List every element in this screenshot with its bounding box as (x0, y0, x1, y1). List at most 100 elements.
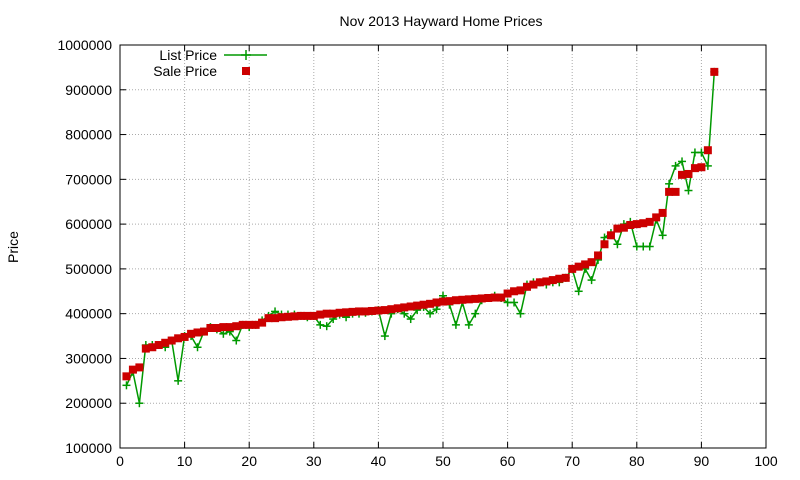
y-tick-label: 800000 (65, 127, 112, 143)
x-tick-labels: 0 10 20 30 40 50 60 70 80 90 100 (116, 453, 778, 469)
sale-price-point (161, 338, 170, 347)
x-tick-label: 20 (241, 453, 257, 469)
sale-price-point (581, 260, 590, 269)
legend: List Price Sale Price (153, 47, 267, 79)
sale-price-point (393, 304, 402, 313)
list-price-point (432, 305, 441, 314)
sale-price-point (212, 323, 221, 332)
sale-price-point (148, 343, 157, 352)
sale-price-point (439, 297, 447, 306)
list-price-point (316, 320, 325, 329)
legend-marker-list-price (241, 50, 251, 60)
sale-price-point (251, 320, 260, 329)
sale-price-point (238, 320, 247, 329)
sale-price-point (290, 312, 299, 321)
sale-price-point (503, 289, 512, 298)
sale-price-point (193, 328, 202, 337)
sale-price-point (626, 221, 635, 230)
sale-price-point (342, 308, 351, 317)
sale-price-point (387, 305, 396, 314)
list-price-point (219, 329, 228, 338)
sale-price-point (419, 300, 428, 309)
sale-price-point (574, 262, 583, 271)
list-price-point (671, 161, 680, 170)
sale-price-point (497, 293, 506, 302)
sale-price-point (703, 146, 712, 155)
x-tick-label: 70 (564, 453, 580, 469)
sale-price-point (348, 307, 357, 316)
sale-price-point (632, 220, 641, 229)
sale-price-point (128, 365, 137, 374)
y-tick-label: 400000 (65, 306, 112, 322)
sale-price-point (561, 273, 570, 282)
sale-price-point (199, 327, 208, 336)
sale-price-point (548, 276, 557, 285)
sale-price-point (684, 169, 693, 178)
sale-price-point (361, 307, 370, 316)
list-price-point (574, 287, 583, 296)
sale-price-point (206, 323, 215, 332)
sale-price-point (245, 320, 254, 329)
y-tick-label: 500000 (65, 261, 112, 277)
list-price-point (658, 231, 667, 240)
sale-price-point (535, 278, 544, 287)
sale-price-point (225, 323, 234, 332)
sale-price-point (510, 287, 519, 296)
sale-price-point (277, 313, 286, 322)
list-price-point (122, 381, 131, 390)
sale-price-point (645, 217, 654, 226)
sale-price-point (329, 309, 338, 318)
sale-price-point (484, 293, 493, 302)
x-tick-label: 50 (435, 453, 451, 469)
list-price-point (426, 309, 435, 318)
sale-price-point (671, 187, 680, 196)
sale-price-point (296, 311, 305, 320)
y-tick-label: 900000 (65, 82, 112, 98)
x-tick-label: 0 (116, 453, 124, 469)
sale-price-point (665, 187, 674, 196)
sale-price-point (219, 323, 228, 332)
sale-price-point (587, 258, 596, 267)
y-tick-label: 100000 (65, 440, 112, 456)
sale-price-point (400, 303, 409, 312)
y-tick-label: 600000 (65, 216, 112, 232)
sale-price-point (529, 280, 538, 289)
sale-price-point (367, 306, 376, 315)
y-tick-label: 300000 (65, 350, 112, 366)
sale-price-point (555, 274, 564, 283)
list-price-point (613, 240, 622, 249)
list-price-line (125, 71, 716, 404)
sale-price-point (697, 163, 706, 172)
list-price-point (174, 376, 183, 385)
x-tick-label: 30 (306, 453, 322, 469)
x-tick-label: 100 (754, 453, 778, 469)
legend-label-list-price: List Price (159, 47, 217, 63)
sale-price-point (122, 372, 131, 381)
x-tick-label: 90 (694, 453, 710, 469)
series-list-price (122, 67, 719, 408)
list-price-point (464, 320, 473, 329)
list-price-point (587, 276, 596, 285)
sale-price-point (606, 231, 615, 240)
list-price-point (232, 336, 241, 345)
sale-price-point (690, 164, 699, 173)
sale-price-point (710, 67, 719, 76)
x-tick-label: 40 (371, 453, 387, 469)
sale-price-point (406, 302, 415, 311)
sale-price-point (432, 298, 441, 307)
sale-price-point (413, 301, 422, 310)
legend-marker-sale-price (242, 67, 250, 75)
sale-price-point (490, 293, 499, 302)
sale-price-point (180, 332, 189, 341)
sale-price-point (174, 334, 183, 343)
chart-title: Nov 2013 Hayward Home Prices (339, 13, 542, 29)
x-tick-label: 80 (629, 453, 645, 469)
y-tick-label: 700000 (65, 171, 112, 187)
list-price-point (645, 242, 654, 251)
sale-price-point (232, 322, 241, 331)
sale-price-point (380, 306, 389, 315)
list-price-point (135, 399, 144, 408)
sale-price-point (141, 344, 150, 353)
list-price-point (516, 309, 525, 318)
